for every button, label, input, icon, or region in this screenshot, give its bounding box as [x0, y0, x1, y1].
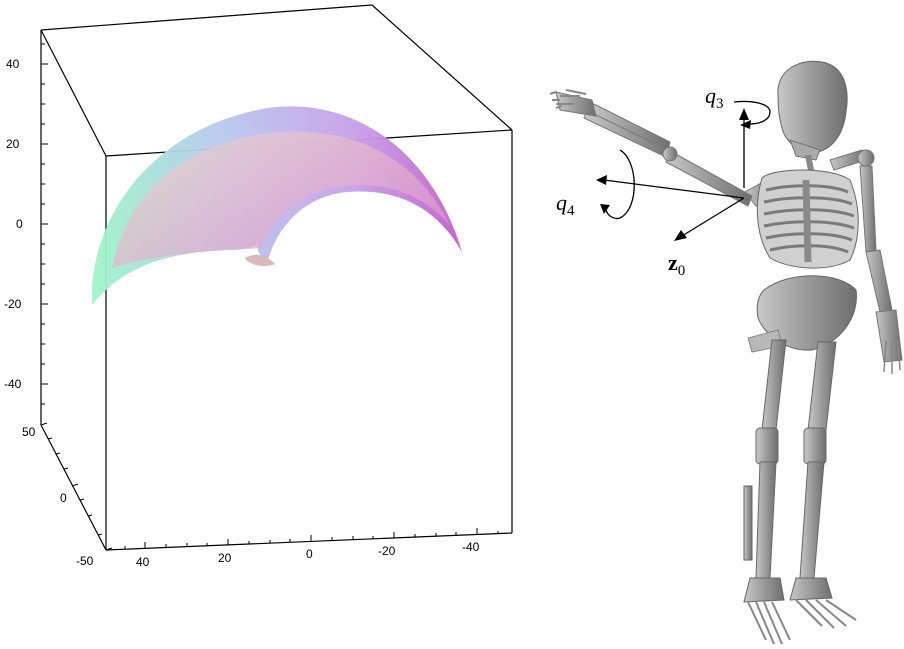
- q3-rotation-arc: [733, 100, 771, 125]
- z-axis-ticks: [41, 43, 48, 405]
- x-tick-label: -40: [462, 540, 480, 554]
- hanging-arm: [829, 149, 903, 363]
- ribcage: [756, 169, 859, 269]
- y-tick-label: -50: [76, 554, 94, 568]
- z0-axis-arrow: [681, 197, 745, 237]
- y-axis-ticks: [40, 422, 113, 551]
- x-tick-label: 0: [306, 547, 313, 561]
- legs: [743, 339, 837, 603]
- raised-arm: [549, 91, 781, 207]
- surface-plot: 40 20 0 -20 -40 50 0 -50: [4, 4, 513, 569]
- skeleton-figure: [549, 60, 903, 645]
- raised-hand-fingers: [556, 89, 587, 105]
- x-tick-label: 20: [218, 551, 232, 565]
- y-tick-label: 50: [22, 425, 36, 439]
- x-tick-label: -20: [378, 544, 396, 558]
- z-tick-label: -40: [4, 377, 22, 391]
- workspace-surface: [91, 106, 462, 305]
- q4-label: q4: [556, 190, 575, 219]
- z-tick-label: 20: [6, 137, 20, 151]
- joint-annotations: [596, 100, 771, 241]
- feet-toes: [747, 599, 857, 645]
- x-tick-label: 40: [136, 555, 150, 569]
- hanging-hand-fingers: [883, 339, 901, 374]
- skull: [777, 60, 848, 153]
- z-tick-label: 40: [6, 57, 20, 71]
- z0-label: z0: [668, 250, 685, 279]
- y-tick-label: 0: [60, 491, 67, 505]
- x-axis-ticks: [124, 528, 499, 549]
- q4-rotation-arc: [605, 149, 635, 220]
- q4-axis-arrow: [603, 179, 745, 199]
- z-tick-label: -20: [4, 297, 22, 311]
- z-tick-label: 0: [16, 217, 23, 231]
- q3-label: q3: [705, 83, 724, 112]
